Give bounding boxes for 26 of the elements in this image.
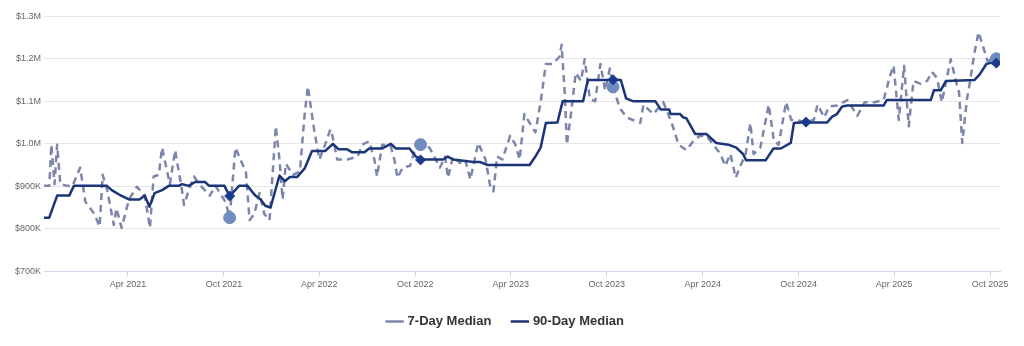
point [414,138,428,152]
y-tick-label: $700K [14,265,42,276]
legend-label: 7-Day Median [407,313,492,329]
y-tick-label: $1.1M [16,95,42,106]
x-tick-label: Apr 2022 [301,279,338,290]
x-tick-label: Apr 2024 [684,279,721,290]
x-tick-label: Oct 2025 [971,279,1009,290]
point [990,57,1000,69]
point [800,116,812,128]
x-tick-label: Oct 2023 [588,279,625,290]
y-tick-label: $1.2M [16,53,42,64]
x-tick-label: Apr 2025 [875,279,913,290]
x-tick-label: Apr 2021 [109,279,147,290]
x-tick-label: Oct 2022 [397,279,434,290]
y-tick-label: $1.0M [16,138,42,149]
y-tick-label: $800K [14,223,42,234]
point [415,154,427,166]
point [224,190,236,202]
legend-label: 90-Day Median [532,313,624,329]
point [607,74,619,86]
x-tick-label: Oct 2024 [780,279,817,290]
x-tick-label: Oct 2021 [205,279,243,290]
y-tick-label: $900K [14,180,42,191]
point [223,211,237,225]
x-tick-label: Apr 2023 [492,279,529,290]
y-tick-label: $1.3M [16,10,42,21]
